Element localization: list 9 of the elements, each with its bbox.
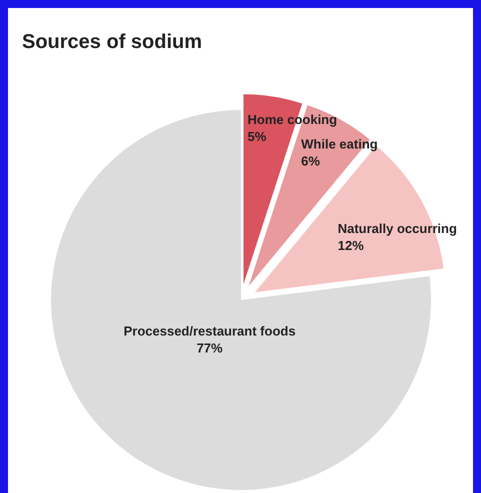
- data-label: 12%: [338, 238, 364, 253]
- chart-title: Sources of sodium: [22, 31, 202, 53]
- slice-label: Processed/restaurant foods: [124, 324, 296, 339]
- slice-label: Home cooking: [248, 112, 338, 127]
- slice-label: Naturally occurring: [338, 220, 457, 236]
- data-label: 6%: [301, 154, 320, 169]
- slice-label: While eating: [301, 136, 378, 152]
- data-label: 77%: [196, 340, 224, 356]
- data-label: 5%: [248, 128, 267, 144]
